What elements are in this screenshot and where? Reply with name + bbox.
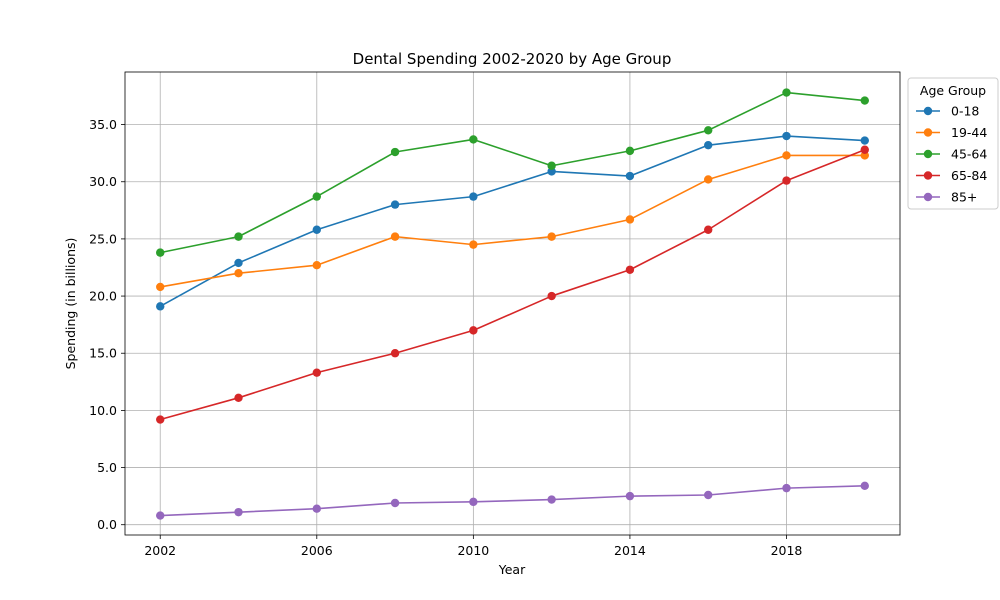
legend-swatch-marker (923, 106, 933, 116)
legend-label: 65-84 (951, 168, 987, 183)
y-tick-label: 20.0 (89, 289, 117, 304)
data-point (234, 393, 243, 403)
data-point (312, 192, 321, 201)
x-axis: 2002 2006 2010 2014 2018 (144, 535, 802, 558)
legend-label: 0-18 (951, 104, 979, 119)
data-point (390, 200, 400, 209)
data-point (547, 291, 556, 301)
data-point (469, 326, 478, 335)
series-line (160, 154, 865, 288)
y-axis: 0.0 5.0 10.0 15.0 20.0 25.0 30.0 35.0 (89, 117, 125, 532)
data-point (704, 490, 713, 500)
data-point (469, 497, 478, 507)
data-point (469, 192, 478, 201)
data-point (312, 261, 321, 270)
data-point (156, 248, 165, 257)
data-point (390, 232, 400, 241)
data-point (782, 88, 791, 97)
series-0-18 (156, 131, 869, 311)
data-point (156, 415, 165, 424)
data-point (547, 232, 556, 241)
series-line (160, 91, 865, 254)
y-axis-label: Spending (in billions) (63, 238, 78, 370)
series-85+ (156, 481, 869, 520)
x-tick-label: 2006 (301, 543, 333, 558)
legend-swatch-marker (923, 192, 933, 202)
series-line (160, 485, 865, 517)
data-point (860, 481, 869, 491)
data-point (234, 269, 243, 278)
data-point (234, 232, 243, 241)
data-point (704, 175, 713, 184)
y-tick-label: 5.0 (97, 460, 117, 475)
legend-swatch-marker (923, 128, 933, 137)
legend-item: 65-84 (916, 168, 987, 183)
data-point (312, 225, 321, 234)
x-axis-label: Year (498, 562, 526, 577)
data-point (704, 126, 713, 135)
data-point (547, 495, 556, 504)
data-point (625, 171, 635, 181)
data-point (704, 140, 713, 150)
plot-frame (124, 71, 901, 536)
data-point (860, 136, 869, 145)
data-point (312, 368, 321, 377)
series-65-84 (156, 145, 869, 424)
y-tick-label: 15.0 (89, 346, 117, 361)
legend-label: 19-44 (951, 125, 987, 140)
legend-item: 45-64 (916, 147, 987, 162)
data-point (782, 131, 791, 141)
data-point (390, 498, 400, 508)
data-point (547, 161, 556, 170)
series-layer (156, 88, 869, 520)
data-point (782, 151, 791, 160)
data-point (704, 225, 713, 234)
x-tick-label: 2002 (144, 543, 176, 558)
data-point (782, 483, 791, 493)
series-19-44 (156, 151, 869, 292)
data-point (625, 146, 635, 156)
y-tick-label: 30.0 (89, 174, 117, 189)
series-line (159, 135, 865, 308)
legend-swatch-marker (923, 171, 933, 180)
data-point (234, 258, 243, 268)
x-tick-label: 2010 (457, 543, 489, 558)
data-point (312, 504, 321, 513)
data-point (860, 96, 869, 105)
data-point (390, 349, 400, 358)
legend-item: 85+ (916, 190, 977, 205)
legend-item: 19-44 (916, 125, 987, 140)
grid (125, 72, 900, 535)
y-tick-label: 25.0 (89, 231, 117, 246)
y-tick-label: 0.0 (97, 517, 117, 532)
data-point (156, 282, 165, 292)
x-tick-label: 2018 (771, 543, 803, 558)
data-point (625, 491, 635, 501)
legend: Age Group 0-18 19-44 45-64 65-84 85+ (907, 77, 999, 210)
series-45-64 (156, 88, 869, 257)
data-point (469, 135, 478, 144)
data-point (860, 145, 869, 154)
x-tick-label: 2014 (614, 543, 646, 558)
data-point (390, 147, 400, 157)
data-point (625, 215, 635, 224)
data-point (156, 302, 165, 311)
legend-label: 45-64 (951, 147, 987, 162)
series-line (160, 148, 866, 421)
data-point (625, 265, 635, 274)
legend-label: 85+ (951, 190, 977, 205)
data-point (156, 511, 165, 520)
data-point (234, 507, 243, 517)
y-tick-label: 35.0 (89, 117, 117, 132)
legend-swatch-marker (923, 149, 933, 159)
data-point (782, 176, 791, 185)
legend-item: 0-18 (916, 104, 979, 119)
data-point (469, 240, 478, 249)
y-tick-label: 10.0 (89, 403, 117, 418)
legend-title: Age Group (920, 83, 986, 98)
chart-title: Dental Spending 2002-2020 by Age Group (353, 50, 672, 68)
